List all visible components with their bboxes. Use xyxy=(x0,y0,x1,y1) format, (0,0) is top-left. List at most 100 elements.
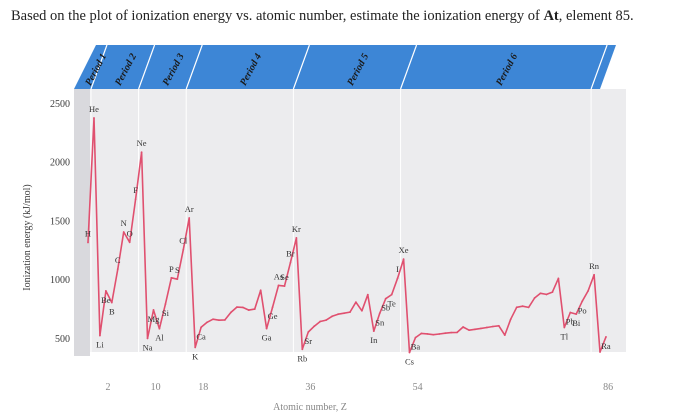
element-label: Ne xyxy=(137,138,147,148)
data-point xyxy=(450,331,453,334)
x-tick-label: 10 xyxy=(151,382,161,393)
data-point xyxy=(581,300,584,303)
data-point xyxy=(337,313,339,316)
data-point xyxy=(605,335,607,338)
data-point xyxy=(152,309,155,311)
data-point xyxy=(539,292,542,295)
data-point xyxy=(200,326,203,329)
element-label: Se xyxy=(280,272,289,282)
data-point xyxy=(372,330,375,332)
period-band xyxy=(74,45,616,89)
data-point xyxy=(224,319,226,321)
data-point xyxy=(87,241,89,244)
data-point xyxy=(134,198,137,201)
data-point xyxy=(497,324,500,327)
data-point xyxy=(283,285,286,288)
x-tick-label: 36 xyxy=(305,382,315,393)
y-tick-label: 1000 xyxy=(50,275,70,286)
element-label: Sn xyxy=(375,317,385,327)
y-tick-label: 500 xyxy=(55,334,70,345)
period-divider xyxy=(138,44,156,90)
data-point xyxy=(378,312,381,315)
data-point xyxy=(599,351,601,353)
data-point xyxy=(319,320,322,323)
question-prefix: Based on the plot of ionization energy v… xyxy=(11,8,544,24)
data-point xyxy=(432,333,435,336)
data-point xyxy=(188,217,191,219)
data-point xyxy=(593,273,595,276)
y-axis-label: Ionization energy (kJ/mol) xyxy=(22,184,33,290)
data-point xyxy=(366,293,369,296)
x-tick-label: 18 xyxy=(198,382,208,393)
data-point xyxy=(486,326,488,329)
element-label: Sb xyxy=(381,303,390,313)
element-label: Cs xyxy=(405,356,414,366)
data-point xyxy=(420,332,423,335)
data-point xyxy=(575,313,578,315)
data-point xyxy=(158,327,161,330)
data-point xyxy=(218,319,220,322)
data-point xyxy=(116,268,119,270)
data-point xyxy=(551,291,554,293)
data-point xyxy=(122,231,125,233)
data-point xyxy=(164,303,167,306)
data-point xyxy=(355,301,357,304)
data-point xyxy=(480,327,482,330)
data-point xyxy=(360,309,363,312)
element-label: Rn xyxy=(589,261,600,271)
data-point xyxy=(128,241,131,244)
element-label: Rb xyxy=(297,353,307,363)
data-point xyxy=(110,301,113,304)
element-label: Ca xyxy=(196,331,206,341)
element-label: S xyxy=(175,265,180,275)
data-point xyxy=(569,311,572,314)
element-label: P xyxy=(169,264,174,274)
data-point xyxy=(241,306,244,309)
data-point xyxy=(533,297,536,299)
element-label: F xyxy=(133,185,138,195)
data-point xyxy=(408,351,411,354)
data-point xyxy=(325,319,328,321)
element-label: Te xyxy=(387,299,396,309)
element-label: Pb xyxy=(566,317,575,327)
question-suffix: , element 85. xyxy=(558,8,634,24)
data-point xyxy=(527,306,530,309)
plot-side-wall xyxy=(74,89,90,356)
data-point xyxy=(426,333,429,335)
element-label: Cl xyxy=(179,236,188,246)
data-point xyxy=(140,151,143,154)
data-point xyxy=(343,312,345,315)
data-point xyxy=(396,277,399,280)
data-point xyxy=(289,261,292,264)
element-label: B xyxy=(109,307,115,317)
element-label: H xyxy=(85,229,91,239)
data-point xyxy=(176,278,179,281)
data-point xyxy=(509,318,512,321)
x-tick-label: 2 xyxy=(105,382,110,393)
data-point xyxy=(491,325,494,328)
element-label: Si xyxy=(162,308,170,318)
element-label: Ra xyxy=(601,341,611,351)
element-label: Tl xyxy=(561,331,569,341)
element-label: Na xyxy=(143,342,153,352)
question-text: Based on the plot of ionization energy v… xyxy=(11,8,691,25)
data-point xyxy=(247,309,250,311)
element-label: In xyxy=(370,335,378,345)
data-point xyxy=(331,315,334,318)
data-point xyxy=(93,117,95,119)
period-divider xyxy=(90,44,108,90)
element-label: Ga xyxy=(262,333,272,343)
element-label: Po xyxy=(578,305,587,315)
element-label: Ba xyxy=(411,342,421,352)
element-label: I xyxy=(396,264,399,274)
period-divider xyxy=(399,44,418,90)
data-point xyxy=(402,258,405,261)
data-point xyxy=(557,277,560,280)
x-tick-label: 86 xyxy=(603,382,613,393)
data-point xyxy=(563,326,566,329)
data-point xyxy=(521,305,524,308)
data-point xyxy=(545,293,548,296)
data-point xyxy=(277,284,280,287)
